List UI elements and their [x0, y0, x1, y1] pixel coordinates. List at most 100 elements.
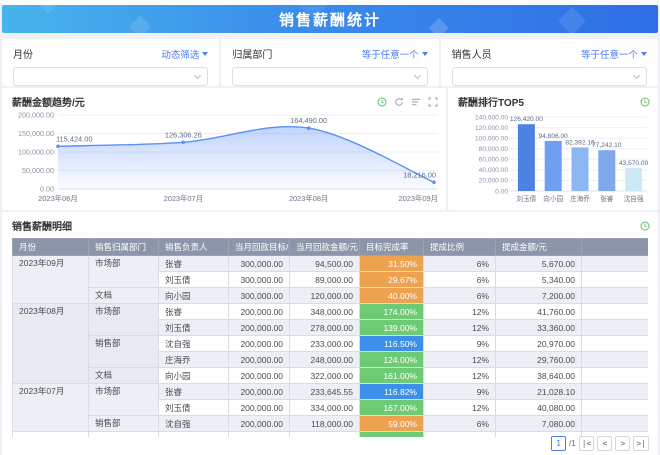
annotation-settings-icon[interactable] — [411, 97, 421, 107]
cell-target: 300,000.00 — [228, 287, 290, 304]
cell-rate: 116.82% — [359, 383, 424, 400]
svg-text:200,000.00: 200,000.00 — [18, 111, 54, 120]
cell-target: 300,000.00 — [228, 271, 290, 288]
auto-refresh-clock-icon[interactable] — [377, 97, 387, 107]
svg-text:2023年08月: 2023年08月 — [289, 194, 328, 203]
cell-rate: 161.00% — [359, 367, 424, 384]
svg-text:庄海乔: 庄海乔 — [570, 194, 590, 203]
svg-text:100,000.00: 100,000.00 — [475, 135, 508, 142]
cell-person: 张睿 — [158, 383, 229, 400]
svg-text:100,000.00: 100,000.00 — [18, 148, 54, 157]
svg-text:40,000.00: 40,000.00 — [479, 167, 509, 174]
cell-rate: 167.00% — [359, 399, 424, 416]
filter-label-month: 月份 — [13, 50, 33, 61]
table-row: 2023年09月 市场部 张睿 300,000.00 94,500.00 31.50% 6%… — [12, 255, 648, 304]
cell-dept: 销售部 — [88, 415, 159, 432]
cell-target: 200,000.00 — [228, 335, 290, 352]
cell-target: 200,000.00 — [228, 351, 290, 368]
filter-operator-label: 等于任意一个 — [361, 49, 419, 61]
cell-commission: 21,028.10 — [495, 383, 582, 400]
last-page-button[interactable]: >| — [633, 436, 649, 451]
table-header-cell — [581, 238, 648, 256]
cell-rate: 29.67% — [359, 271, 424, 288]
auto-refresh-clock-icon[interactable] — [640, 221, 650, 231]
trend-chart-panel: 薪酬金额趋势/元 0.00 50,000.00 100,000.00 150,000.… — [2, 88, 446, 210]
cell-commission: 5,340.00 — [495, 271, 582, 288]
filter-operator-month[interactable]: 动态筛选 — [161, 47, 209, 61]
cell-person: 沈自强 — [158, 335, 229, 352]
cell-commission: 41,760.00 — [495, 303, 582, 320]
cell-ratio: 6% — [423, 271, 496, 288]
cell-blank — [581, 399, 648, 416]
cell-person: 张睿 — [158, 255, 229, 272]
cell-dept: 文档 — [88, 287, 159, 304]
table-header-cell: 提成比例 — [423, 238, 496, 256]
banner-cube-decoration — [39, 5, 57, 14]
top-strip — [0, 0, 660, 5]
cell-dept: 市场部 — [88, 303, 159, 336]
svg-text:张睿: 张睿 — [600, 194, 614, 203]
auto-refresh-clock-icon[interactable] — [640, 97, 650, 107]
caret-down-icon — [640, 51, 647, 56]
filter-operator-sales[interactable]: 等于任意一个 — [581, 47, 647, 61]
svg-text:150,000.00: 150,000.00 — [18, 129, 54, 138]
chevron-down-icon — [413, 71, 421, 80]
svg-text:115,424.00: 115,424.00 — [56, 134, 92, 143]
cell-dept: 文档 — [88, 367, 159, 384]
table-header-cell: 目标完成率 — [359, 238, 424, 256]
cell-amount: 233,000.00 — [289, 335, 360, 352]
cell-dept: 市场部 — [88, 383, 159, 416]
table-header-cell: 月份 — [12, 238, 89, 256]
table-header-cell: 销售归属部门 — [88, 238, 159, 256]
cell-target — [228, 431, 290, 437]
filter-operator-dept[interactable]: 等于任意一个 — [362, 47, 428, 61]
svg-text:77,242.10: 77,242.10 — [592, 142, 622, 149]
cell-dept — [88, 431, 159, 437]
filter-label-dept: 归属部门 — [232, 50, 273, 61]
cell-commission: 5,670.00 — [495, 255, 582, 272]
cell-blank — [581, 255, 648, 272]
next-page-button[interactable]: > — [615, 436, 631, 451]
banner-cube-decoration — [557, 6, 587, 33]
svg-text:20,000.00: 20,000.00 — [479, 178, 509, 185]
cell-target: 200,000.00 — [228, 399, 290, 416]
cell-rate: 116.50% — [359, 335, 424, 352]
cell-ratio: 12% — [423, 399, 496, 416]
cell-commission: 33,360.00 — [495, 319, 582, 336]
caret-down-icon — [202, 51, 209, 56]
table-header-cell: 提成金额/元 — [495, 238, 582, 256]
cell-ratio: 6% — [423, 287, 496, 304]
rank-chart-panel: 薪酬排行TOP5 0.00 20,000.00 40,000.00 60,000.00… — [448, 88, 658, 210]
detail-table-title: 销售薪酬明细 — [12, 222, 72, 233]
filter-card-dept: 归属部门 等于任意一个 — [221, 39, 439, 86]
table-row: 文档 向小园 200,000.00 322,000.00 161.00% 12% 38,64… — [13, 367, 648, 384]
first-page-button[interactable]: |< — [578, 436, 595, 451]
table-scroll-area[interactable]: 月份销售归属部门销售负责人当月回款目标/元当月回款金额/元目标完成率提成比例提成… — [12, 238, 648, 437]
cell-amount — [289, 431, 360, 437]
cell-ratio: 9% — [423, 335, 496, 352]
table-row: 刘玉倩 200,000.00 334,000.00 167.00% 12% 40,080.… — [13, 399, 648, 416]
cell-amount: 322,000.00 — [289, 367, 360, 384]
sales-select[interactable] — [451, 67, 647, 86]
cell-blank — [581, 271, 648, 288]
refresh-icon[interactable] — [394, 97, 404, 107]
cell-blank — [581, 335, 648, 352]
cell-amount: 89,000.00 — [289, 271, 360, 288]
page-number-box[interactable]: 1 — [551, 436, 567, 451]
table-row: 销售部 沈自强 200,000.00 233,000.00 116.50% 9% 20,97… — [13, 335, 648, 368]
dept-select[interactable] — [232, 67, 428, 86]
cell-ratio: 12% — [423, 303, 496, 320]
prev-page-button[interactable]: < — [597, 436, 613, 451]
svg-text:94,806.00: 94,806.00 — [539, 133, 569, 140]
trend-line-chart: 0.00 50,000.00 100,000.00 150,000.00 200,000… — [18, 111, 438, 203]
cell-blank — [581, 287, 648, 304]
svg-text:120,000.00: 120,000.00 — [475, 125, 508, 132]
month-select[interactable] — [13, 67, 209, 86]
fullscreen-icon[interactable] — [428, 97, 438, 107]
cell-person: 沈自强 — [158, 415, 229, 432]
svg-text:2023年09月: 2023年09月 — [399, 194, 438, 203]
cell-amount: 248,000.00 — [289, 351, 360, 368]
cell-amount: 348,000.00 — [289, 303, 360, 320]
svg-text:164,490.00: 164,490.00 — [290, 116, 327, 125]
table-row: 文档 向小园 300,000.00 120,000.00 40.00% 6% 7,200.0… — [13, 287, 648, 304]
